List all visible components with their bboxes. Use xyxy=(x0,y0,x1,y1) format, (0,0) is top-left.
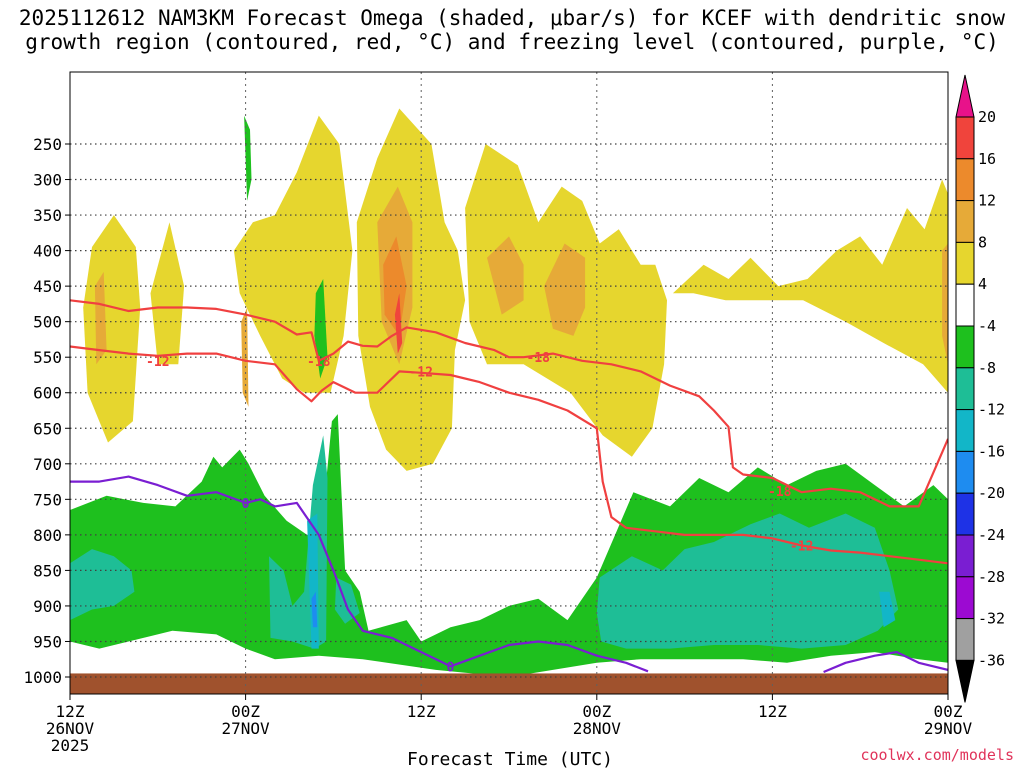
colorbar-label: 16 xyxy=(978,150,996,168)
x-tick-label: 12Z xyxy=(758,702,787,721)
omega-negative-4-8-region-2 xyxy=(244,115,252,201)
colorbar-segment xyxy=(955,409,975,452)
omega-positive-16-20-region-1 xyxy=(394,293,403,354)
y-tick-label-550: 550 xyxy=(33,348,62,367)
x-tick-label: 26NOV xyxy=(46,719,95,738)
y-tick-label-700: 700 xyxy=(33,455,62,474)
freezing-level-0c-east-line xyxy=(823,650,948,674)
y-tick-label-400: 400 xyxy=(33,242,62,261)
y-tick-label-950: 950 xyxy=(33,632,62,651)
colorbar-segment xyxy=(955,200,975,243)
omega-positive-4-8-region-1 xyxy=(83,215,141,443)
y-tick-label-500: 500 xyxy=(33,313,62,332)
colorbar-segment xyxy=(955,241,975,285)
x-tick-label: 2025 xyxy=(51,736,90,755)
y-tick-label-450: 450 xyxy=(33,277,62,296)
colorbar-segment xyxy=(955,618,975,661)
y-tick-label-850: 850 xyxy=(33,561,62,580)
colorbar-label: -32 xyxy=(978,610,1005,628)
contour-label: -18 xyxy=(527,351,551,366)
colorbar-bottom-triangle xyxy=(955,659,975,703)
y-axis: 250 300 350 400 450 500 550 600 650 700 750 800 850 9… xyxy=(23,135,70,687)
colorbar-segment xyxy=(955,492,975,536)
x-tick-label: 27NOV xyxy=(222,719,271,738)
dgz-lower-minus12-line xyxy=(70,345,948,565)
x-tick-label: 00Z xyxy=(934,702,963,721)
y-tick-label-350: 350 xyxy=(33,206,62,225)
grid-layer xyxy=(70,72,948,694)
y-tick-label-900: 900 xyxy=(33,597,62,616)
colorbar-label: -20 xyxy=(978,484,1005,502)
contour-label: 0 xyxy=(447,660,455,675)
colorbar-label: 12 xyxy=(978,192,996,210)
y-tick-label-250: 250 xyxy=(33,135,62,154)
colorbar-label: -36 xyxy=(978,651,1005,669)
y-tick-label-300: 300 xyxy=(33,171,62,190)
x-tick-label: 29NOV xyxy=(924,719,973,738)
x-tick-label: 12Z xyxy=(407,702,436,721)
omega-positive-8-12-region-5 xyxy=(544,243,586,336)
colorbar-label: -16 xyxy=(978,442,1005,460)
omega-positive-8-12-region-1 xyxy=(94,271,107,365)
contour-label: 0 xyxy=(242,497,250,512)
colorbar-segment xyxy=(955,158,975,202)
colorbar-segment xyxy=(955,283,975,327)
colorbar: 20 16 12 8 4 -4 -8 -12 -16 -20 -24 -28 -32 -36 xyxy=(955,74,1005,703)
site-credit: coolwx.com/models xyxy=(860,746,1014,764)
colorbar-label: -4 xyxy=(978,317,996,335)
colorbar-label: -12 xyxy=(978,401,1005,419)
colorbar-label: -28 xyxy=(978,568,1005,586)
colorbar-label: 20 xyxy=(978,108,996,126)
y-tick-label-600: 600 xyxy=(33,384,62,403)
omega-negative-8-12-region-4 xyxy=(596,513,899,649)
contour-label: -12 xyxy=(790,540,813,555)
omega-positive-8-12-region-6 xyxy=(942,243,948,365)
omega-negative-8-12-region-1 xyxy=(70,549,135,621)
colorbar-label: 8 xyxy=(978,233,987,251)
y-tick-label-800: 800 xyxy=(33,526,62,545)
contour-label: -18 xyxy=(768,485,792,500)
colorbar-segment xyxy=(955,367,975,411)
x-axis-label: Forecast Time (UTC) xyxy=(407,749,613,768)
omega-negative-12-16-region-2 xyxy=(879,591,896,628)
chart-title-line-2: growth region (contoured, red, °C) and f… xyxy=(25,30,999,54)
omega-positive-4-8-region-3 xyxy=(233,115,353,393)
terrain-ground xyxy=(70,673,948,694)
omega-positive-12-16-region-1 xyxy=(383,236,407,336)
y-tick-label-750: 750 xyxy=(33,490,62,509)
x-tick-label: 12Z xyxy=(56,702,85,721)
contour-label: -18 xyxy=(307,355,331,370)
x-tick-label: 00Z xyxy=(582,702,611,721)
colorbar-segment xyxy=(955,116,975,160)
colorbar-segment xyxy=(955,576,975,620)
colorbar-label: -8 xyxy=(978,359,996,377)
colorbar-label: 4 xyxy=(978,275,987,293)
omega-positive-4-8-region-2 xyxy=(150,222,185,365)
omega-negative-16-20-region-1 xyxy=(311,591,318,628)
omega-shading-layer xyxy=(70,108,948,694)
x-tick-label: 28NOV xyxy=(573,719,622,738)
contour-layer: -18 -18 -18 -12 -12 -12 0 0 xyxy=(70,299,948,675)
colorbar-label: -24 xyxy=(978,526,1005,544)
colorbar-segment xyxy=(955,325,975,369)
colorbar-top-triangle xyxy=(955,74,975,118)
colorbar-segment xyxy=(955,450,975,494)
x-tick-label: 00Z xyxy=(231,702,260,721)
y-tick-label-650: 650 xyxy=(33,419,62,438)
omega-positive-8-12-region-4 xyxy=(487,236,524,315)
contour-label: -12 xyxy=(146,355,169,370)
contour-label: -12 xyxy=(409,365,432,380)
chart-title-line-1: 2025112612 NAM3KM Forecast Omega (shaded… xyxy=(18,6,1006,30)
freezing-level-0c-line xyxy=(70,475,649,673)
omega-positive-8-12-region-2 xyxy=(241,307,249,407)
y-tick-label-1000: 1000 xyxy=(23,668,62,687)
plot-frame xyxy=(69,71,949,695)
dgz-upper-minus18-line xyxy=(70,299,948,508)
colorbar-segment xyxy=(955,534,975,578)
